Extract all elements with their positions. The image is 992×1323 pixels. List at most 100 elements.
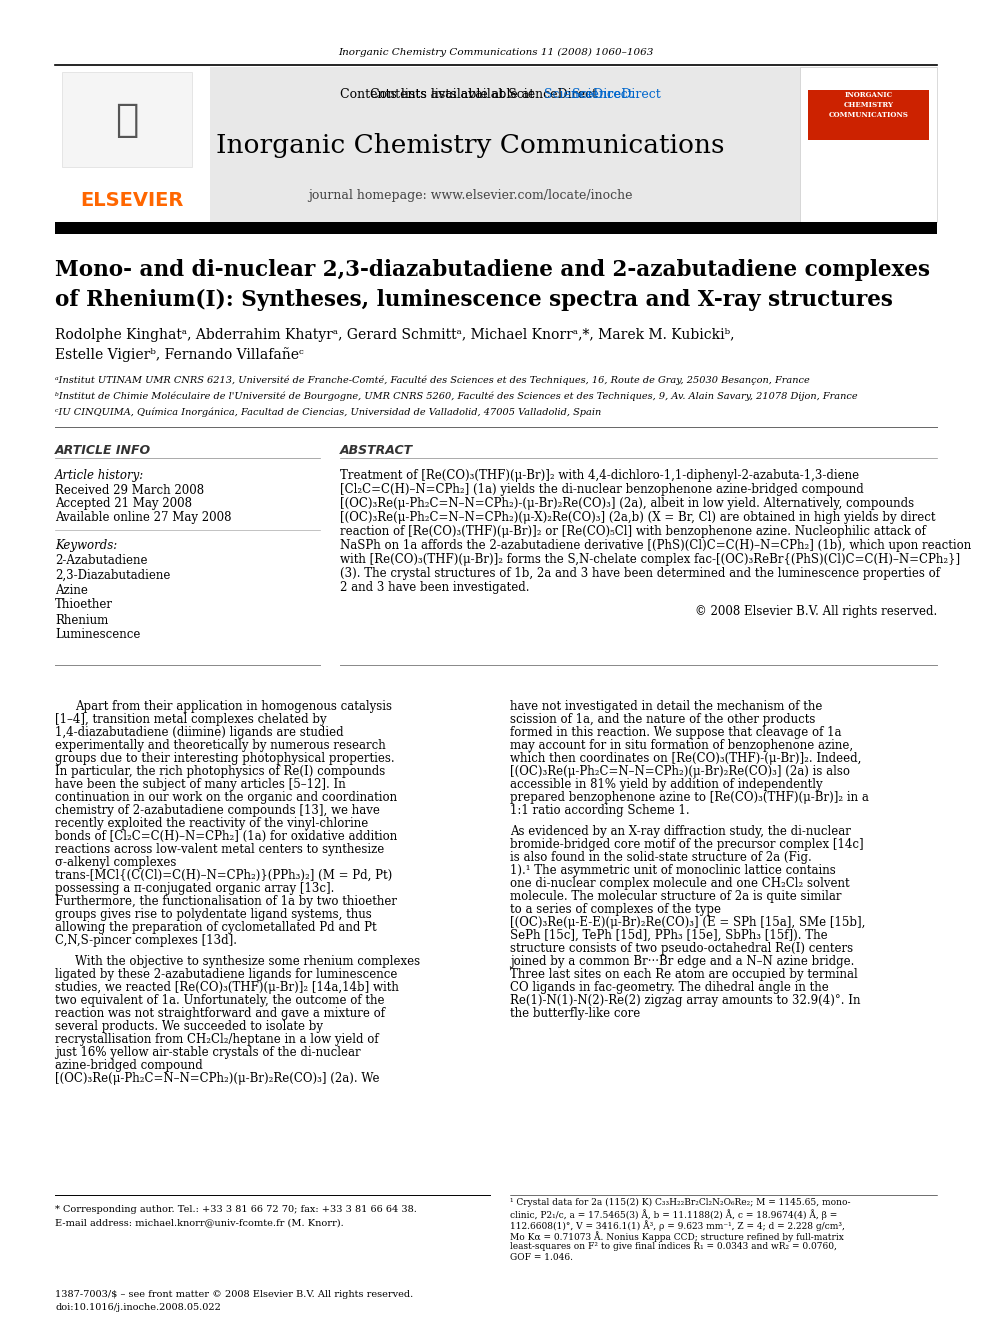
Text: Article history:: Article history: xyxy=(55,468,144,482)
Text: clinic, P2₁/c, a = 17.5465(3) Å, b = 11.1188(2) Å, c = 18.9674(4) Å, β =: clinic, P2₁/c, a = 17.5465(3) Å, b = 11.… xyxy=(510,1209,837,1220)
Text: 1,4-diazabutadiene (diimine) ligands are studied: 1,4-diazabutadiene (diimine) ligands are… xyxy=(55,726,343,740)
Text: ScienceDirect: ScienceDirect xyxy=(544,89,632,102)
Text: Inorganic Chemistry Communications: Inorganic Chemistry Communications xyxy=(215,132,724,157)
Text: Mono- and di-nuclear 2,3-diazabutadiene and 2-azabutadiene complexes: Mono- and di-nuclear 2,3-diazabutadiene … xyxy=(55,259,930,280)
Text: Re(1)-N(1)-N(2)-Re(2) zigzag array amounts to 32.9(4)°. In: Re(1)-N(1)-N(2)-Re(2) zigzag array amoun… xyxy=(510,994,860,1007)
Text: several products. We succeeded to isolate by: several products. We succeeded to isolat… xyxy=(55,1020,323,1033)
Text: allowing the preparation of cyclometallated Pd and Pt: allowing the preparation of cyclometalla… xyxy=(55,921,377,934)
Text: ScienceDirect: ScienceDirect xyxy=(572,89,661,102)
Text: 2-Azabutadiene: 2-Azabutadiene xyxy=(55,553,148,566)
Text: structure consists of two pseudo-octahedral Re(I) centers: structure consists of two pseudo-octahed… xyxy=(510,942,853,955)
Text: [(OC)₃Re(μ-Ph₂C=N–N=CPh₂)(μ-Br)₂Re(CO)₃] (2a) is also: [(OC)₃Re(μ-Ph₂C=N–N=CPh₂)(μ-Br)₂Re(CO)₃]… xyxy=(510,765,850,778)
Text: prepared benzophenone azine to [Re(CO)₃(THF)(μ-Br)]₂ in a: prepared benzophenone azine to [Re(CO)₃(… xyxy=(510,791,869,804)
Text: azine-bridged compound: azine-bridged compound xyxy=(55,1058,202,1072)
Text: the butterfly-like core: the butterfly-like core xyxy=(510,1007,640,1020)
Text: journal homepage: www.elsevier.com/locate/inoche: journal homepage: www.elsevier.com/locat… xyxy=(308,188,632,201)
Text: C,N,S-pincer complexes [13d].: C,N,S-pincer complexes [13d]. xyxy=(55,934,237,947)
Text: with [Re(CO)₃(THF)(μ-Br)]₂ forms the S,N-chelate complex fac-[(OC)₃ReBr{(PhS)(Cl: with [Re(CO)₃(THF)(μ-Br)]₂ forms the S,N… xyxy=(340,553,960,565)
Text: possessing a π-conjugated organic array [13c].: possessing a π-conjugated organic array … xyxy=(55,882,334,894)
Text: Apart from their application in homogenous catalysis: Apart from their application in homogeno… xyxy=(75,700,392,713)
Text: bonds of [Cl₂C=C(H)–N=CPh₂] (1a) for oxidative addition: bonds of [Cl₂C=C(H)–N=CPh₂] (1a) for oxi… xyxy=(55,830,397,843)
Text: [(OC)₃Re(μ-Ph₂C=N–N=CPh₂)(μ-Br)₂Re(CO)₃] (2a). We: [(OC)₃Re(μ-Ph₂C=N–N=CPh₂)(μ-Br)₂Re(CO)₃]… xyxy=(55,1072,380,1085)
Text: bromide-bridged core motif of the precursor complex [14c]: bromide-bridged core motif of the precur… xyxy=(510,837,864,851)
FancyBboxPatch shape xyxy=(808,90,929,140)
Text: σ-alkenyl complexes: σ-alkenyl complexes xyxy=(55,856,177,869)
Text: * Corresponding author. Tel.: +33 3 81 66 72 70; fax: +33 3 81 66 64 38.: * Corresponding author. Tel.: +33 3 81 6… xyxy=(55,1205,417,1215)
Text: least-squares on F² to give final indices R₁ = 0.0343 and wR₂ = 0.0760,: least-squares on F² to give final indice… xyxy=(510,1242,837,1252)
Text: Mo Kα = 0.71073 Å. Nonius Kappa CCD; structure refined by full-matrix: Mo Kα = 0.71073 Å. Nonius Kappa CCD; str… xyxy=(510,1230,844,1242)
Text: doi:10.1016/j.inoche.2008.05.022: doi:10.1016/j.inoche.2008.05.022 xyxy=(55,1303,221,1312)
Text: ELSEVIER: ELSEVIER xyxy=(80,191,184,209)
Text: With the objective to synthesize some rhenium complexes: With the objective to synthesize some rh… xyxy=(75,955,421,968)
Text: ᶜIU CINQUIMA, Química Inorgánica, Facultad de Ciencias, Universidad de Valladoli: ᶜIU CINQUIMA, Química Inorgánica, Facult… xyxy=(55,407,601,417)
Text: As evidenced by an X-ray diffraction study, the di-nuclear: As evidenced by an X-ray diffraction stu… xyxy=(510,826,851,837)
Text: SePh [15c], TePh [15d], PPh₃ [15e], SbPh₃ [15f]). The: SePh [15c], TePh [15d], PPh₃ [15e], SbPh… xyxy=(510,929,827,942)
Text: may account for in situ formation of benzophenone azine,: may account for in situ formation of ben… xyxy=(510,740,853,751)
Text: 1).¹ The asymmetric unit of monoclinic lattice contains: 1).¹ The asymmetric unit of monoclinic l… xyxy=(510,864,835,877)
Text: [1–4], transition metal complexes chelated by: [1–4], transition metal complexes chelat… xyxy=(55,713,326,726)
Text: Accepted 21 May 2008: Accepted 21 May 2008 xyxy=(55,497,192,511)
Text: 2,3-Diazabutadiene: 2,3-Diazabutadiene xyxy=(55,569,171,582)
Text: reactions across low-valent metal centers to synthesize: reactions across low-valent metal center… xyxy=(55,843,384,856)
Text: NaSPh on 1a affords the 2-azabutadiene derivative [(PhS)(Cl)C=C(H)–N=CPh₂] (1b),: NaSPh on 1a affords the 2-azabutadiene d… xyxy=(340,538,971,552)
Text: Available online 27 May 2008: Available online 27 May 2008 xyxy=(55,512,231,524)
Text: 1:1 ratio according Scheme 1.: 1:1 ratio according Scheme 1. xyxy=(510,804,689,818)
Text: 🌳: 🌳 xyxy=(115,101,139,139)
Text: just 16% yellow air-stable crystals of the di-nuclear: just 16% yellow air-stable crystals of t… xyxy=(55,1046,361,1058)
Text: [(OC)₃Re(μ-Ph₂C=N–N=CPh₂)(μ-X)₂Re(CO)₃] (2a,b) (X = Br, Cl) are obtained in high: [(OC)₃Re(μ-Ph₂C=N–N=CPh₂)(μ-X)₂Re(CO)₃] … xyxy=(340,511,935,524)
Text: one di-nuclear complex molecule and one CH₂Cl₂ solvent: one di-nuclear complex molecule and one … xyxy=(510,877,849,890)
Text: to a series of complexes of the type: to a series of complexes of the type xyxy=(510,904,721,916)
Text: Estelle Vigierᵇ, Fernando Villafañeᶜ: Estelle Vigierᵇ, Fernando Villafañeᶜ xyxy=(55,348,304,363)
Text: joined by a common Br···Br edge and a N–N azine bridge.: joined by a common Br···Br edge and a N–… xyxy=(510,955,854,968)
Text: ABSTRACT: ABSTRACT xyxy=(340,443,413,456)
Text: Rhenium: Rhenium xyxy=(55,614,108,627)
Text: GOF = 1.046.: GOF = 1.046. xyxy=(510,1253,573,1262)
Text: [(OC)₃Re(μ-Ph₂C=N–N=CPh₂)-(μ-Br)₂Re(CO)₃] (2a), albeit in low yield. Alternative: [(OC)₃Re(μ-Ph₂C=N–N=CPh₂)-(μ-Br)₂Re(CO)₃… xyxy=(340,496,914,509)
Text: groups gives rise to polydentate ligand systems, thus: groups gives rise to polydentate ligand … xyxy=(55,908,372,921)
Text: [Cl₂C=C(H)–N=CPh₂] (1a) yields the di-nuclear benzophenone azine-bridged compoun: [Cl₂C=C(H)–N=CPh₂] (1a) yields the di-nu… xyxy=(340,483,864,496)
Text: which then coordinates on [Re(CO)₃(THF)-(μ-Br)]₂. Indeed,: which then coordinates on [Re(CO)₃(THF)-… xyxy=(510,751,861,765)
Text: of Rhenium(I): Syntheses, luminescence spectra and X-ray structures: of Rhenium(I): Syntheses, luminescence s… xyxy=(55,288,893,311)
FancyBboxPatch shape xyxy=(55,67,937,222)
Text: 2 and 3 have been investigated.: 2 and 3 have been investigated. xyxy=(340,581,530,594)
Text: ¹ Crystal data for 2a (115(2) K) C₃₃H₂₂Br₂Cl₂N₂O₆Re₂; M = 1145.65, mono-: ¹ Crystal data for 2a (115(2) K) C₃₃H₂₂B… xyxy=(510,1199,850,1207)
Text: Rodolphe Kinghatᵃ, Abderrahim Khatyrᵃ, Gerard Schmittᵃ, Michael Knorrᵃ,*, Marek : Rodolphe Kinghatᵃ, Abderrahim Khatyrᵃ, G… xyxy=(55,328,734,343)
Text: scission of 1a, and the nature of the other products: scission of 1a, and the nature of the ot… xyxy=(510,713,815,726)
FancyBboxPatch shape xyxy=(800,67,937,222)
Text: recrystallisation from CH₂Cl₂/heptane in a low yield of: recrystallisation from CH₂Cl₂/heptane in… xyxy=(55,1033,379,1046)
FancyBboxPatch shape xyxy=(62,71,192,167)
Text: experimentally and theoretically by numerous research: experimentally and theoretically by nume… xyxy=(55,740,386,751)
Text: reaction was not straightforward and gave a mixture of: reaction was not straightforward and gav… xyxy=(55,1007,385,1020)
Text: E-mail address: michael.knorr@univ-fcomte.fr (M. Knorr).: E-mail address: michael.knorr@univ-fcomt… xyxy=(55,1218,344,1226)
Text: CO ligands in fac-geometry. The dihedral angle in the: CO ligands in fac-geometry. The dihedral… xyxy=(510,980,828,994)
Text: studies, we reacted [Re(CO)₃(THF)(μ-Br)]₂ [14a,14b] with: studies, we reacted [Re(CO)₃(THF)(μ-Br)]… xyxy=(55,980,399,994)
Text: reaction of [Re(CO)₃(THF)(μ-Br)]₂ or [Re(CO)₅Cl] with benzophenone azine. Nucleo: reaction of [Re(CO)₃(THF)(μ-Br)]₂ or [Re… xyxy=(340,524,926,537)
Text: Furthermore, the functionalisation of 1a by two thioether: Furthermore, the functionalisation of 1a… xyxy=(55,894,397,908)
Text: Luminescence: Luminescence xyxy=(55,628,141,642)
Text: molecule. The molecular structure of 2a is quite similar: molecule. The molecular structure of 2a … xyxy=(510,890,841,904)
Text: recently exploited the reactivity of the vinyl-chlorine: recently exploited the reactivity of the… xyxy=(55,818,368,830)
Text: trans-[MCl{(C(Cl)=C(H)–N=CPh₂)}(PPh₃)₂] (M = Pd, Pt): trans-[MCl{(C(Cl)=C(H)–N=CPh₂)}(PPh₃)₂] … xyxy=(55,869,392,882)
Text: ligated by these 2-azabutadiene ligands for luminescence: ligated by these 2-azabutadiene ligands … xyxy=(55,968,398,980)
Text: INORGANIC
CHEMISTRY
COMMUNICATIONS: INORGANIC CHEMISTRY COMMUNICATIONS xyxy=(829,90,909,119)
Text: groups due to their interesting photophysical properties.: groups due to their interesting photophy… xyxy=(55,751,395,765)
Text: In particular, the rich photophysics of Re(I) compounds: In particular, the rich photophysics of … xyxy=(55,765,385,778)
Text: 1387-7003/$ – see front matter © 2008 Elsevier B.V. All rights reserved.: 1387-7003/$ – see front matter © 2008 El… xyxy=(55,1290,414,1299)
Text: Contents lists available at ScienceDirect: Contents lists available at ScienceDirec… xyxy=(339,89,600,102)
Text: © 2008 Elsevier B.V. All rights reserved.: © 2008 Elsevier B.V. All rights reserved… xyxy=(694,605,937,618)
Text: (3). The crystal structures of 1b, 2a and 3 have been determined and the lumines: (3). The crystal structures of 1b, 2a an… xyxy=(340,566,940,579)
Text: Azine: Azine xyxy=(55,583,88,597)
Text: is also found in the solid-state structure of 2a (Fig.: is also found in the solid-state structu… xyxy=(510,851,811,864)
Text: continuation in our work on the organic and coordination: continuation in our work on the organic … xyxy=(55,791,397,804)
Text: Thioether: Thioether xyxy=(55,598,113,611)
Text: ᵃInstitut UTINAM UMR CNRS 6213, Université de Franche-Comté, Faculté des Science: ᵃInstitut UTINAM UMR CNRS 6213, Universi… xyxy=(55,376,809,385)
Text: ᵇInstitut de Chimie Moléculaire de l'Université de Bourgogne, UMR CNRS 5260, Fac: ᵇInstitut de Chimie Moléculaire de l'Uni… xyxy=(55,392,858,401)
Text: [(OC)₃Re(μ-E-E)(μ-Br)₂Re(CO)₃] (E = SPh [15a], SMe [15b],: [(OC)₃Re(μ-E-E)(μ-Br)₂Re(CO)₃] (E = SPh … xyxy=(510,916,865,929)
FancyBboxPatch shape xyxy=(55,222,937,234)
Text: have not investigated in detail the mechanism of the: have not investigated in detail the mech… xyxy=(510,700,822,713)
Text: Inorganic Chemistry Communications 11 (2008) 1060–1063: Inorganic Chemistry Communications 11 (2… xyxy=(338,48,654,57)
Text: formed in this reaction. We suppose that cleavage of 1a: formed in this reaction. We suppose that… xyxy=(510,726,841,740)
Text: 112.6608(1)°, V = 3416.1(1) Å³, ρ = 9.623 mm⁻¹, Z = 4; d = 2.228 g/cm³,: 112.6608(1)°, V = 3416.1(1) Å³, ρ = 9.62… xyxy=(510,1220,845,1230)
Text: have been the subject of many articles [5–12]. In: have been the subject of many articles [… xyxy=(55,778,346,791)
Text: Received 29 March 2008: Received 29 March 2008 xyxy=(55,483,204,496)
